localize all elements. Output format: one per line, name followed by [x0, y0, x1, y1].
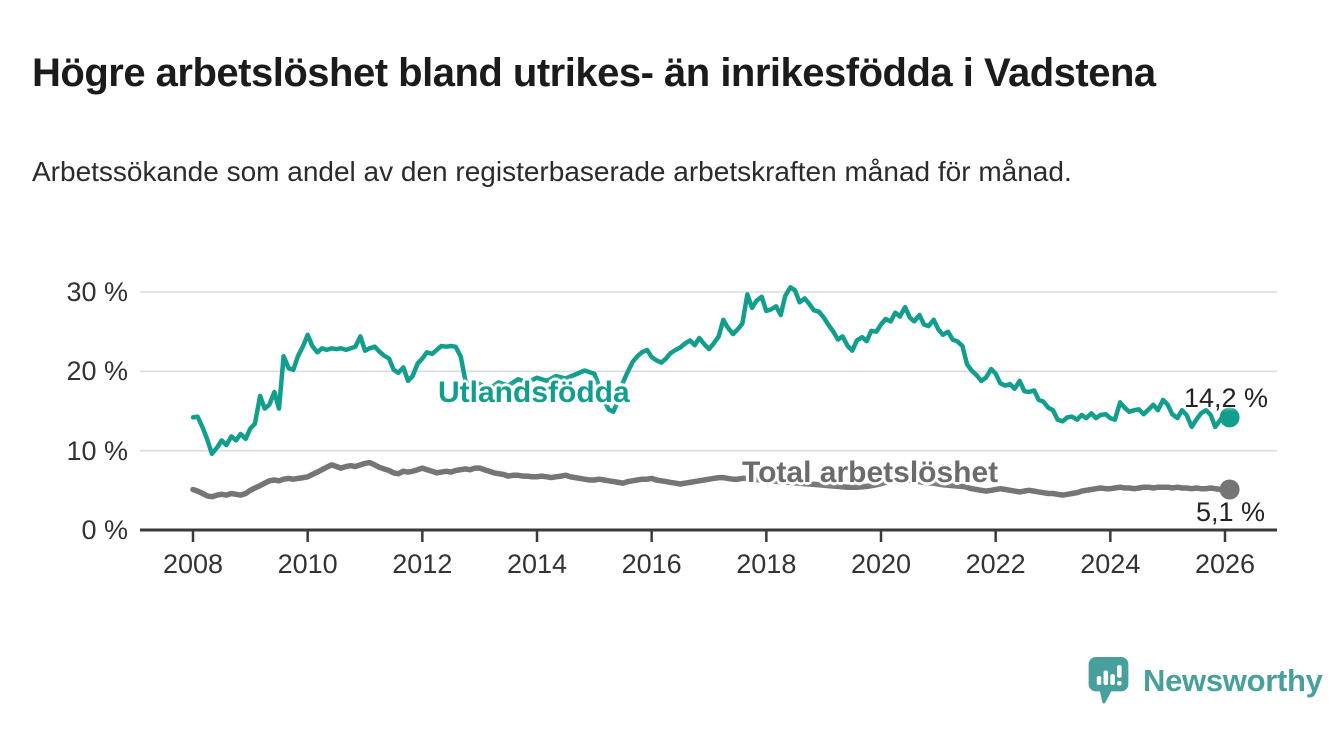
x-tick-label-2022: 2022: [965, 549, 1026, 579]
page-subtitle: Arbetssökande som andel av den registerb…: [32, 156, 1072, 187]
series-end-dot-total: [1219, 479, 1240, 500]
series-line-total: [190, 459, 1233, 500]
x-tick-label-2012: 2012: [392, 549, 453, 579]
x-tick-label-2016: 2016: [621, 549, 682, 579]
x-tick-label-2010: 2010: [277, 549, 338, 579]
x-tick-label-2008: 2008: [162, 549, 224, 579]
page-title: Högre arbetslöshet bland utrikes- än inr…: [32, 50, 1156, 95]
series-line-utlandsfodda: [190, 285, 1232, 457]
series-end-dot-utlandsfodda: [1219, 407, 1240, 428]
x-tick-label-2018: 2018: [736, 549, 797, 579]
y-tick-label-30: 30 %: [66, 277, 128, 307]
end-value-label-total: 5,1 %: [1196, 497, 1266, 527]
newsworthy-speech-bubble-bar-chart-icon: [1085, 655, 1132, 706]
newsworthy-logo: Newsworthy: [1085, 655, 1323, 706]
series-label-total: Total arbetslöshet: [742, 456, 999, 489]
series-label-utlandsfodda: Utlandsfödda: [438, 376, 630, 409]
end-value-label-utlandsfodda: 14,2 %: [1184, 383, 1269, 413]
newsworthy-wordmark: Newsworthy: [1143, 662, 1323, 698]
x-tick-label-2024: 2024: [1080, 549, 1141, 579]
x-tick-label-2020: 2020: [850, 549, 912, 579]
x-tick-label-2026: 2026: [1194, 549, 1256, 579]
y-tick-label-0: 0 %: [81, 515, 128, 545]
y-tick-label-20: 20 %: [66, 356, 128, 387]
y-tick-label-10: 10 %: [66, 435, 128, 466]
x-tick-label-2014: 2014: [506, 549, 568, 579]
